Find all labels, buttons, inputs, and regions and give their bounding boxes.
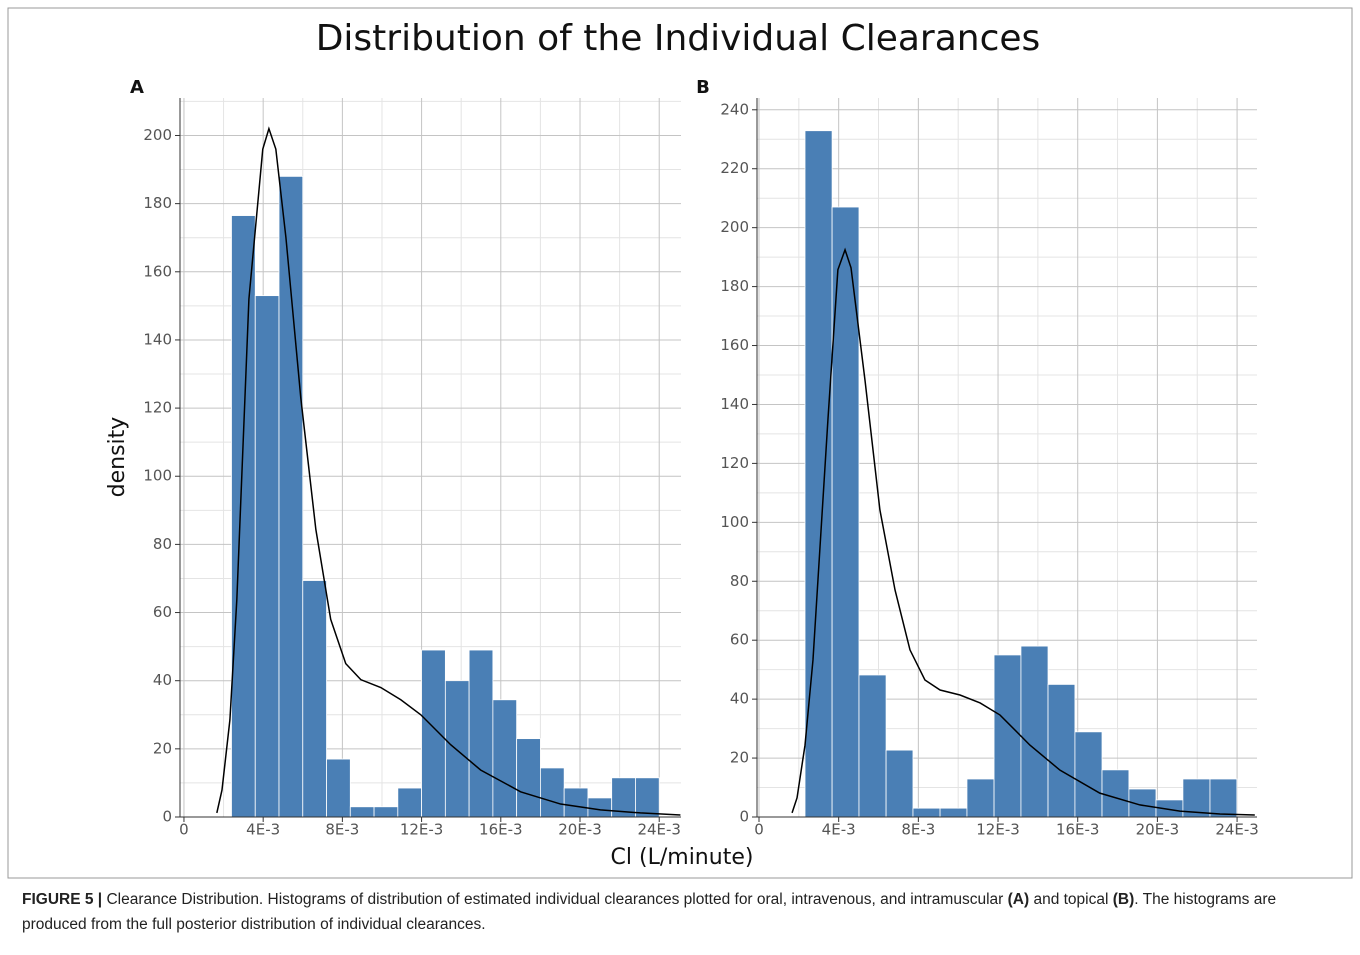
bar xyxy=(804,130,833,818)
frame xyxy=(7,7,1353,879)
bar xyxy=(1020,645,1049,818)
y-tick-label: 220 xyxy=(720,159,749,177)
y-tick-label: 160 xyxy=(720,336,749,354)
bar xyxy=(1074,731,1103,818)
bar xyxy=(540,767,565,818)
y-tick-label: 140 xyxy=(720,395,749,413)
y-tick-label: 60 xyxy=(730,631,749,649)
y-tick-label: 200 xyxy=(143,126,172,144)
bar xyxy=(468,649,494,818)
x-tick-label: 24E-3 xyxy=(1215,821,1259,839)
bar xyxy=(349,806,375,818)
bar xyxy=(1209,778,1238,818)
density-curve xyxy=(216,126,681,816)
bar xyxy=(912,807,941,818)
bar xyxy=(397,787,422,818)
bar xyxy=(516,738,541,818)
y-tick-label: 200 xyxy=(720,218,749,236)
x-axis-label: Cl (L/minute) xyxy=(611,845,754,870)
panel-label: B xyxy=(696,77,710,98)
x-tick-label: 8E-3 xyxy=(901,821,935,839)
y-tick-label: 40 xyxy=(153,671,172,689)
caption-part: Clearance Distribution. Histograms of di… xyxy=(102,891,1008,908)
bar xyxy=(885,749,914,818)
bar xyxy=(444,680,470,818)
bar xyxy=(302,580,327,818)
bar xyxy=(939,807,968,818)
caption-part: (B) xyxy=(1112,891,1135,908)
bar xyxy=(831,206,860,818)
x-tick-label: 20E-3 xyxy=(1136,821,1180,839)
x-tick-label: 12E-3 xyxy=(400,821,444,839)
bar xyxy=(635,777,660,818)
bar xyxy=(254,295,280,818)
y-tick-label: 80 xyxy=(153,535,172,553)
x-tick-label: 4E-3 xyxy=(246,821,280,839)
figure-title: Distribution of the Individual Clearance… xyxy=(316,18,1041,59)
y-tick-label: 40 xyxy=(730,690,749,708)
y-tick-label: 160 xyxy=(143,262,172,280)
y-tick-label: 240 xyxy=(720,100,749,118)
y-tick-label: 120 xyxy=(720,454,749,472)
bar xyxy=(326,758,351,818)
y-tick-label: 20 xyxy=(153,739,172,757)
x-tick-label: 12E-3 xyxy=(976,821,1020,839)
bar xyxy=(373,806,399,818)
y-tick-label: 140 xyxy=(143,330,172,348)
caption-part: FIGURE 5 | xyxy=(22,891,103,908)
caption-part: . The histograms are produced from the f… xyxy=(22,891,1277,933)
y-tick-label: 100 xyxy=(720,513,749,531)
y-tick-label: 0 xyxy=(162,808,172,826)
x-tick-label: 16E-3 xyxy=(1056,821,1100,839)
bar xyxy=(993,654,1022,818)
bar xyxy=(278,175,304,818)
bar xyxy=(492,699,518,818)
panel-label: A xyxy=(130,77,144,98)
y-tick-label: 80 xyxy=(730,572,749,590)
x-tick-label: 20E-3 xyxy=(558,821,602,839)
y-tick-label: 120 xyxy=(143,399,172,417)
bar xyxy=(563,787,589,818)
y-tick-label: 60 xyxy=(153,603,172,621)
y-tick-label: 180 xyxy=(720,277,749,295)
x-tick-label: 0 xyxy=(754,821,764,839)
caption-part: and topical xyxy=(1029,891,1113,908)
y-axis-label: density xyxy=(105,417,130,498)
bar xyxy=(1047,683,1076,818)
bar xyxy=(587,797,613,818)
bar xyxy=(1101,769,1130,818)
y-tick-label: 100 xyxy=(143,467,172,485)
y-tick-label: 180 xyxy=(143,194,172,212)
caption: FIGURE 5 | Clearance Distribution. Histo… xyxy=(22,887,1342,937)
caption-part: (A) xyxy=(1007,891,1030,908)
y-tick-label: 0 xyxy=(739,808,749,826)
figure: Distribution of the Individual Clearance… xyxy=(7,7,1353,879)
x-tick-label: 4E-3 xyxy=(822,821,856,839)
bar xyxy=(421,649,446,818)
density-curve xyxy=(791,247,1255,816)
bar xyxy=(231,215,256,818)
bar xyxy=(966,778,995,818)
x-tick-label: 24E-3 xyxy=(637,821,681,839)
x-tick-label: 16E-3 xyxy=(479,821,523,839)
x-tick-label: 0 xyxy=(179,821,189,839)
y-tick-label: 20 xyxy=(730,749,749,767)
x-tick-label: 8E-3 xyxy=(325,821,359,839)
bar xyxy=(858,674,887,818)
